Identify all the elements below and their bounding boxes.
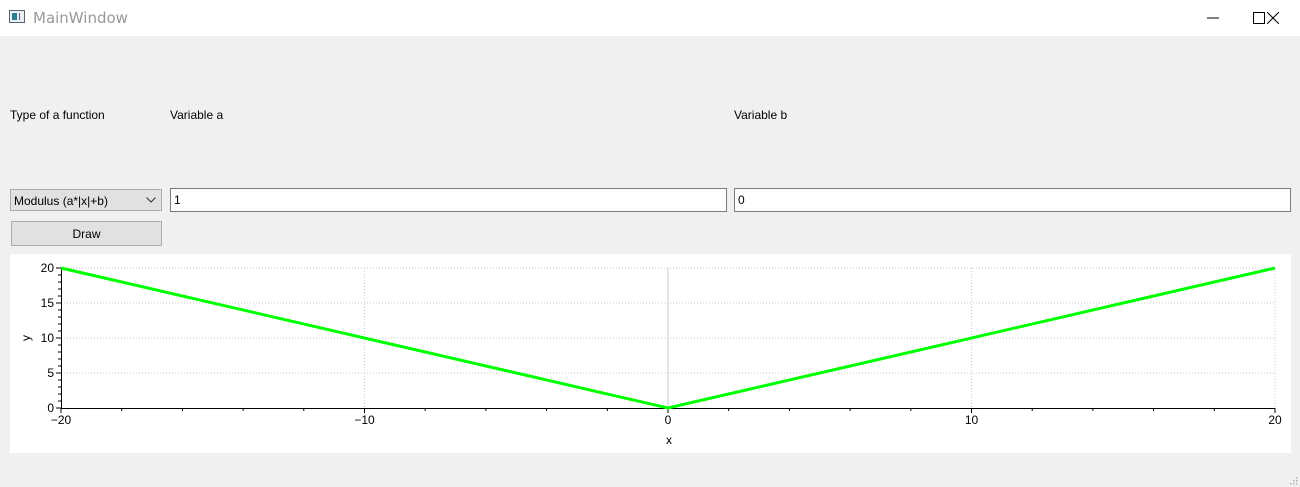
plot-area: −20 −10 0 10 20 0 5 10 15 20 x y [10, 254, 1291, 453]
maximize-icon [1253, 12, 1265, 24]
y-axis-label: y [19, 335, 33, 341]
resize-grip-icon[interactable] [1288, 475, 1298, 485]
y-tick-label: 10 [41, 331, 55, 345]
close-icon [1267, 12, 1279, 24]
y-tick-label: 20 [41, 261, 55, 275]
maximize-button[interactable] [1236, 0, 1282, 36]
y-tick-label: 0 [47, 401, 54, 415]
x-tick-label: −20 [51, 413, 72, 427]
function-type-value: Modulus (a*|x|+b) [14, 194, 108, 208]
app-icon [9, 10, 25, 23]
draw-button[interactable]: Draw [11, 221, 162, 246]
variable-a-input[interactable] [170, 188, 727, 212]
axes [56, 267, 1276, 413]
y-tick-label: 15 [41, 296, 55, 310]
variable-b-label: Variable b [734, 108, 788, 122]
minimize-button[interactable] [1190, 0, 1236, 36]
x-tick-label: 20 [1268, 413, 1282, 427]
y-tick-label: 5 [47, 366, 54, 380]
window-title: MainWindow [33, 9, 128, 27]
title-bar: MainWindow [0, 0, 1300, 36]
chevron-down-icon [146, 197, 156, 203]
tick-labels: −20 −10 0 10 20 0 5 10 15 20 x y [19, 261, 1282, 447]
series [60, 266, 1276, 410]
close-button[interactable] [1250, 0, 1296, 36]
variable-a-label: Variable a [170, 108, 224, 122]
function-type-label: Type of a function [10, 108, 105, 122]
grid [61, 267, 1276, 408]
function-type-select[interactable]: Modulus (a*|x|+b) [10, 189, 162, 211]
x-axis-label: x [666, 433, 672, 447]
minimize-icon [1207, 17, 1219, 19]
x-tick-label: −10 [354, 413, 375, 427]
x-tick-label: 0 [665, 413, 672, 427]
variable-b-input[interactable] [734, 188, 1291, 212]
series-line [60, 266, 1276, 410]
plot-svg: −20 −10 0 10 20 0 5 10 15 20 x y [19, 261, 1282, 447]
x-tick-label: 10 [965, 413, 979, 427]
